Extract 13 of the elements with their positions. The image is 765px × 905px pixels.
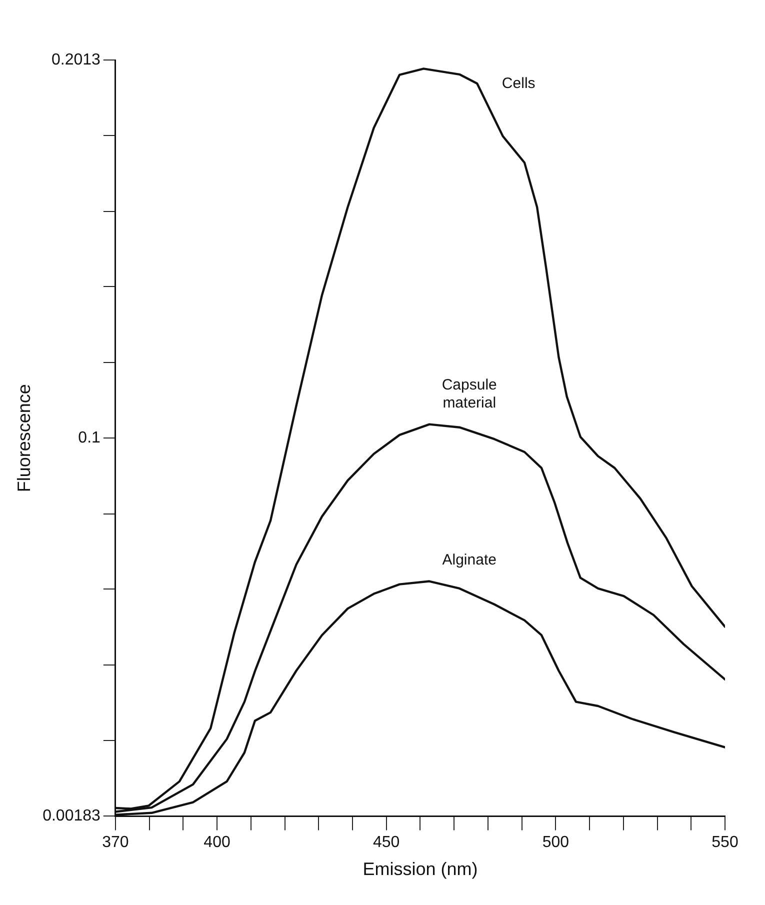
y-tick-label: 0.2013 — [52, 51, 101, 68]
x-tick-label: 550 — [712, 834, 738, 852]
y-axis-title: Fluorescence — [14, 384, 34, 492]
series-label: Cells — [502, 74, 536, 92]
y-tick-label: 0.00183 — [42, 808, 101, 825]
series-label: Capsule material — [442, 376, 497, 412]
x-tick-label: 400 — [204, 834, 230, 852]
x-tick-label: 500 — [542, 834, 570, 852]
y-tick-label: 0.1 — [78, 429, 101, 446]
x-tick-label: 370 — [102, 834, 129, 852]
series-label: Alginate — [442, 551, 496, 568]
x-axis-title: Emission (nm) — [362, 859, 478, 880]
x-tick-label: 450 — [373, 834, 400, 852]
